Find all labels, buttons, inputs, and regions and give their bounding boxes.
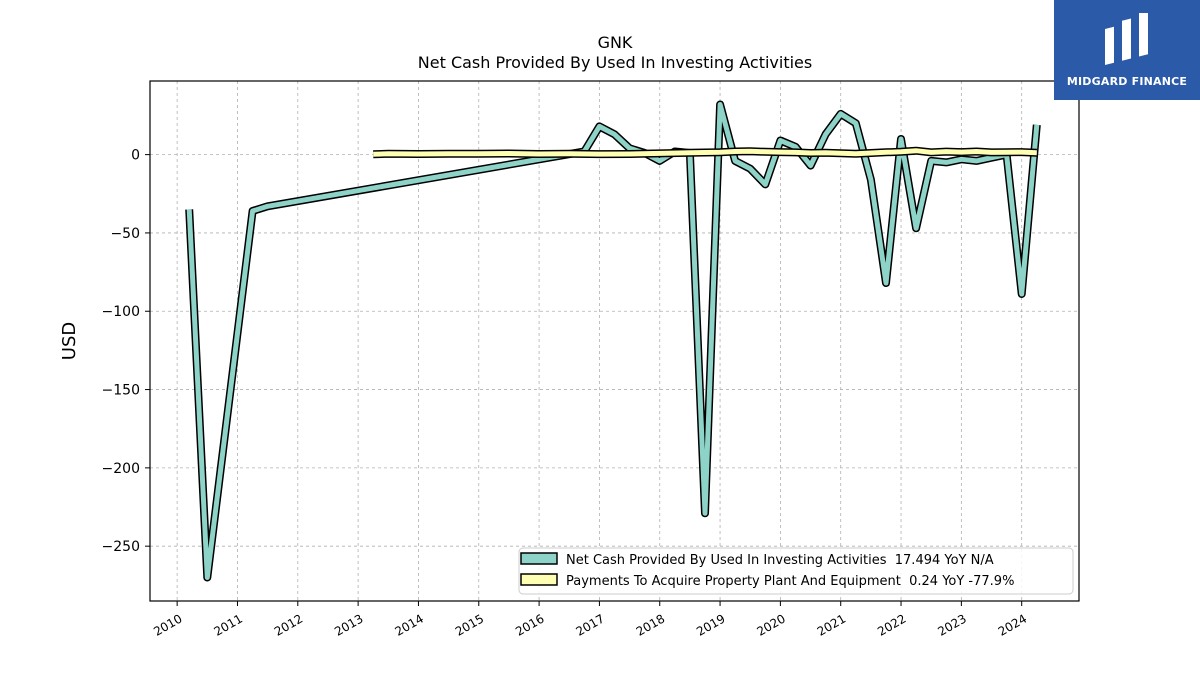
x-tick-label: 2021 bbox=[815, 611, 848, 638]
midgard-logo-icon bbox=[1105, 12, 1148, 65]
x-tick-label: 2023 bbox=[935, 611, 968, 638]
brand-logo: MIDGARD FINANCE bbox=[1054, 0, 1200, 100]
x-tick-label: 2014 bbox=[392, 611, 425, 638]
y-tick-label: −50 bbox=[110, 226, 140, 242]
legend-swatch-capex bbox=[520, 573, 558, 586]
brand-name: MIDGARD FINANCE bbox=[1066, 74, 1188, 88]
plot-frame bbox=[149, 80, 1080, 602]
x-tick-label: 2017 bbox=[573, 611, 606, 638]
x-tick-label: 2012 bbox=[272, 611, 305, 638]
x-tick-label: 2015 bbox=[453, 611, 486, 638]
legend-swatch-investing bbox=[520, 552, 558, 565]
legend-label-investing: Net Cash Provided By Used In Investing A… bbox=[566, 553, 994, 568]
y-tick-label: −200 bbox=[102, 461, 140, 477]
series-line-1 bbox=[373, 148, 1037, 157]
chart-subtitle: Net Cash Provided By Used In Investing A… bbox=[418, 53, 812, 72]
plot-area bbox=[185, 100, 1041, 582]
x-tick-label: 2016 bbox=[513, 611, 546, 638]
legend: Net Cash Provided By Used In Investing A… bbox=[518, 547, 1074, 595]
series-line-0 bbox=[186, 102, 1040, 580]
x-tick-label: 2011 bbox=[212, 611, 245, 638]
x-tick-label: 2018 bbox=[634, 611, 667, 638]
y-tick-label: 0 bbox=[131, 148, 140, 164]
x-tick-label: 2024 bbox=[996, 611, 1029, 638]
y-tick-label: −250 bbox=[102, 539, 140, 555]
x-tick-label: 2019 bbox=[694, 611, 727, 638]
y-tick-label: −150 bbox=[102, 383, 140, 399]
chart-title: GNK bbox=[598, 33, 633, 52]
x-tick-label: 2020 bbox=[754, 611, 787, 638]
x-tick-label: 2013 bbox=[332, 611, 365, 638]
y-axis-label: USD bbox=[59, 322, 80, 360]
x-tick-label: 2010 bbox=[151, 611, 184, 638]
y-tick-label: −100 bbox=[102, 304, 140, 320]
legend-label-capex: Payments To Acquire Property Plant And E… bbox=[566, 574, 1014, 589]
x-tick-label: 2022 bbox=[875, 611, 908, 638]
